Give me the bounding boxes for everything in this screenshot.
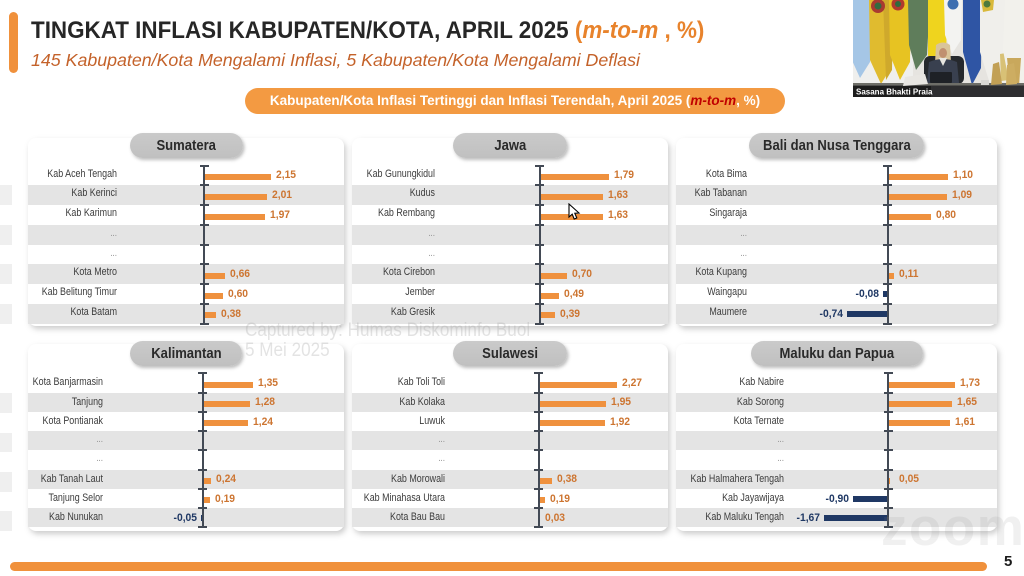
svg-text:Sasana Bhakti Praia: Sasana Bhakti Praia	[856, 88, 933, 97]
